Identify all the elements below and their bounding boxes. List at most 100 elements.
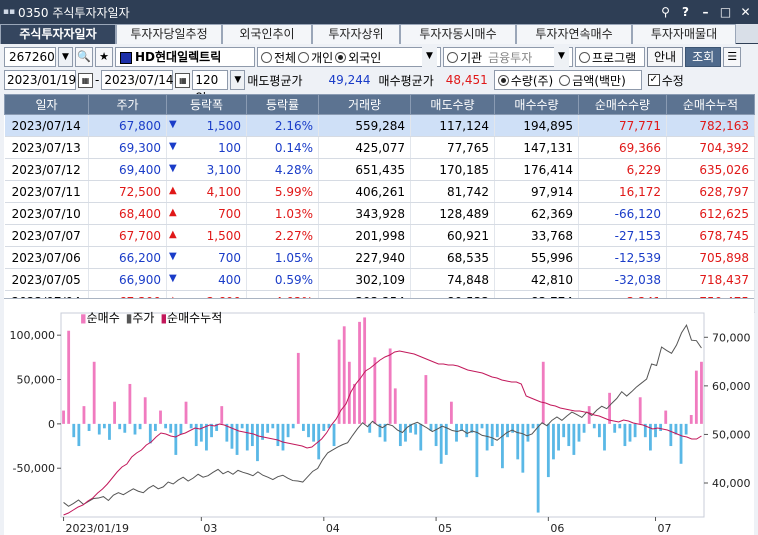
radio-program[interactable]: 프로그램 — [579, 49, 636, 66]
foreign-dropdown-icon[interactable]: ▼ — [422, 47, 437, 67]
net-buy-bar — [480, 423, 484, 429]
column-header[interactable]: 매도수량 — [410, 94, 495, 115]
radio-foreign[interactable]: 외국인 — [335, 49, 381, 66]
list-menu-icon[interactable]: ☰ — [723, 47, 742, 67]
tab-investor-simul-buy[interactable]: 투자자동시매수 — [400, 24, 516, 44]
stock-code-input[interactable]: 267260 — [4, 47, 56, 67]
net-buy-bar — [567, 423, 571, 447]
radio-institution[interactable]: 기관 — [447, 49, 482, 66]
net-buy-bar — [679, 423, 683, 464]
net-buy-bar — [184, 401, 188, 424]
cell-sell: 170,185 — [410, 158, 495, 181]
help-icon[interactable]: ? — [682, 5, 689, 19]
range-select[interactable]: 120일 — [192, 70, 229, 105]
avg-buy-value: 48,451 — [445, 73, 488, 87]
table-row[interactable]: 2023/07/10 68,400 ▲ 700 1.03% 343,928 128,489 6… — [4, 202, 755, 225]
window-controls: ⚲ ? – □ ✕ — [657, 5, 758, 19]
net-buy-bar — [373, 357, 377, 424]
column-header[interactable]: 주가 — [88, 94, 167, 115]
net-buy-bar — [419, 423, 423, 451]
right-tick-label: 60,000 — [712, 380, 751, 393]
column-header[interactable]: 일자 — [4, 94, 89, 115]
net-buy-bar — [92, 361, 96, 424]
up-triangle-icon: ▲ — [169, 228, 177, 240]
tab-investor-intraday[interactable]: 투자자당일추정 — [116, 24, 222, 44]
net-buy-bar — [577, 423, 581, 442]
net-buy-bar — [557, 423, 560, 451]
net-buy-bar — [327, 423, 331, 429]
start-date-input[interactable]: 2023/01/19 — [4, 70, 76, 90]
guide-button[interactable]: 안내 — [647, 47, 684, 67]
range-dropdown-icon[interactable]: ▼ — [230, 70, 246, 90]
cell-chg: ▼ 1,500 — [166, 114, 247, 137]
radio-amount[interactable]: 금액(백만) — [559, 72, 626, 89]
tab-investor-supply[interactable]: 투자자매물대 — [632, 24, 736, 44]
tab-foreign-trend[interactable]: 외국인추이 — [222, 24, 312, 44]
favorite-star-icon[interactable]: ★ — [95, 47, 113, 67]
radio-all[interactable]: 전체 — [261, 49, 296, 66]
down-triangle-icon: ▼ — [169, 140, 177, 152]
window-menu-icon[interactable]: ▪▪ — [2, 7, 16, 17]
net-buy-bar — [143, 397, 147, 424]
net-buy-bar — [245, 423, 249, 451]
adjusted-checkbox[interactable]: ✓ 수정 — [647, 73, 684, 88]
cell-net: -12,539 — [578, 246, 667, 269]
table-row[interactable]: 2023/07/07 67,700 ▲ 1,500 2.27% 201,998 60,921… — [4, 224, 755, 247]
net-buy-bar — [592, 423, 596, 429]
column-header[interactable]: 거래량 — [318, 94, 411, 115]
radio-quantity[interactable]: 수량(주) — [497, 72, 553, 89]
net-buy-bar — [261, 423, 264, 440]
institution-dropdown-icon[interactable]: ▼ — [554, 47, 569, 67]
net-buy-bar — [312, 423, 316, 442]
net-buy-bar — [659, 423, 663, 431]
cell-date: 2023/07/11 — [4, 180, 89, 203]
cell-date: 2023/07/13 — [4, 136, 89, 159]
column-header[interactable]: 등락폭 — [166, 94, 247, 115]
pin-icon[interactable]: ⚲ — [661, 5, 670, 19]
column-header[interactable]: 매수수량 — [494, 94, 579, 115]
table-row[interactable]: 2023/07/13 69,300 ▼ 100 0.14% 425,077 77,765 14… — [4, 136, 755, 159]
code-dropdown-icon[interactable]: ▼ — [58, 47, 73, 67]
table-row[interactable]: 2023/07/12 69,400 ▼ 3,100 4.28% 651,435 170,18… — [4, 158, 755, 181]
net-buy-bar — [174, 423, 178, 455]
net-buy-bar — [199, 423, 203, 442]
net-buy-bar — [638, 397, 642, 424]
cell-cum: 705,898 — [666, 246, 755, 269]
net-buy-bar — [439, 423, 443, 464]
table-row[interactable]: 2023/07/06 66,200 ▼ 700 1.05% 227,940 68,535 55… — [4, 246, 755, 269]
table-row[interactable]: 2023/07/11 72,500 ▲ 4,100 5.99% 406,261 81,742… — [4, 180, 755, 203]
close-icon[interactable]: ✕ — [740, 5, 751, 19]
net-buy-bar — [358, 321, 361, 424]
net-buy-bar — [501, 423, 504, 469]
cell-vol: 406,261 — [318, 180, 411, 203]
net-buy-bar — [353, 383, 356, 424]
tab-investor-daily[interactable]: 주식투자자일자 — [0, 24, 116, 44]
search-icon[interactable]: 🔍 — [75, 47, 93, 67]
left-tick-label: 50,000 — [17, 374, 56, 387]
tab-investor-consecutive-buy[interactable]: 투자자연속매수 — [516, 24, 632, 44]
investor-table: 일자 주가 등락폭 등락률 거래량 매도수량 매수수량 순매수수량 순매수누적 2023/07/… — [4, 94, 755, 313]
column-header[interactable]: 등락률 — [246, 94, 319, 115]
institution-select[interactable]: 금융투자 — [488, 50, 533, 65]
end-date-input[interactable]: 2023/07/14 — [101, 70, 174, 90]
maximize-icon[interactable]: □ — [719, 5, 732, 19]
investor-chart: ▮순매수 ▮주가 ▮순매수누적 100,000 50,000 0 -50,000 70,… — [4, 298, 754, 535]
end-calendar-icon[interactable]: ▦ — [175, 72, 191, 88]
start-calendar-icon[interactable]: ▦ — [78, 72, 93, 88]
plot-area — [60, 312, 705, 518]
minimize-icon[interactable]: – — [702, 5, 709, 19]
tab-investor-top[interactable]: 투자자상위 — [312, 24, 400, 44]
radio-individual[interactable]: 개인 — [298, 49, 333, 66]
cell-date: 2023/07/06 — [4, 246, 89, 269]
table-header: 일자 주가 등락폭 등락률 거래량 매도수량 매수수량 순매수수량 순매수누적 — [4, 94, 755, 115]
table-row[interactable]: 2023/07/05 66,900 ▼ 400 0.59% 302,109 74,848 42… — [4, 268, 755, 291]
column-header[interactable]: 순매수수량 — [578, 94, 667, 115]
table-row[interactable]: 2023/07/14 67,800 ▼ 1,500 2.16% 559,284 117,12… — [4, 114, 755, 137]
search-button[interactable]: 조회 — [685, 47, 722, 67]
column-header[interactable]: 순매수누적 — [666, 94, 755, 115]
net-buy-bar — [368, 423, 372, 433]
net-buy-bar — [684, 423, 688, 435]
net-buy-bar — [342, 326, 346, 424]
net-buy-bar — [475, 423, 479, 478]
cell-cum: 628,797 — [666, 180, 755, 203]
